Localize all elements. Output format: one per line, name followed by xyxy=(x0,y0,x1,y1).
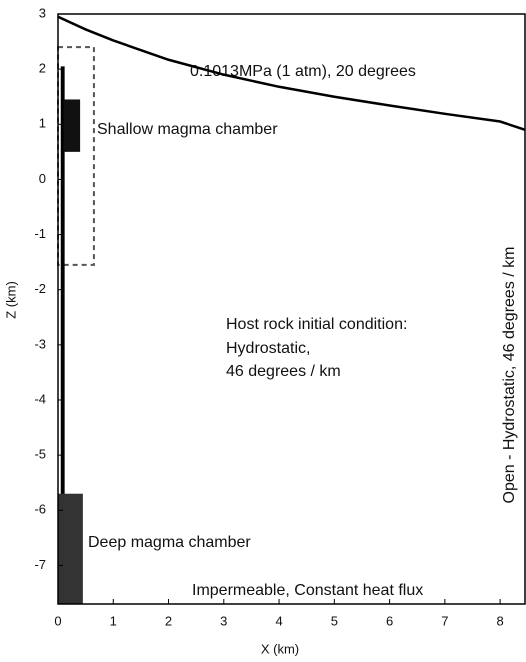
host-label: Host rock initial condition: xyxy=(226,316,407,333)
shallow-chamber xyxy=(63,99,81,152)
deep-chamber xyxy=(58,493,83,604)
x-tick-label: 1 xyxy=(110,613,117,628)
x-tick-label: 5 xyxy=(331,613,338,628)
y-tick-label: -1 xyxy=(34,226,46,241)
right-boundary-label: Open - Hydrostatic, 46 degrees / km xyxy=(501,247,518,504)
y-tick-label: -5 xyxy=(34,447,46,462)
y-tick-label: -7 xyxy=(34,557,46,572)
conduit xyxy=(60,66,65,604)
x-tick-label: 0 xyxy=(54,613,61,628)
y-tick-label: 1 xyxy=(39,116,46,131)
x-axis-label: X (km) xyxy=(261,641,299,656)
deep-chamber-label: Deep magma chamber xyxy=(88,534,251,551)
top-boundary-label: 0.1013MPa (1 atm), 20 degrees xyxy=(190,63,416,80)
y-axis-label: Z (km) xyxy=(3,281,18,319)
host-label: Hydrostatic, xyxy=(226,340,310,357)
x-tick-label: 3 xyxy=(220,613,227,628)
shallow-chamber-label: Shallow magma chamber xyxy=(97,121,278,138)
y-tick-label: -6 xyxy=(34,502,46,517)
host-label: 46 degrees / km xyxy=(226,363,341,380)
x-tick-label: 7 xyxy=(441,613,448,628)
y-tick-label: 0 xyxy=(39,171,46,186)
surface-line xyxy=(57,15,526,131)
x-tick-label: 2 xyxy=(165,613,172,628)
y-tick-label: 2 xyxy=(39,61,46,76)
y-tick-label: 3 xyxy=(39,5,46,20)
plot-frame xyxy=(57,13,526,605)
y-tick-label: -2 xyxy=(34,281,46,296)
x-tick-label: 6 xyxy=(386,613,393,628)
bottom-boundary-label: Impermeable, Constant heat flux xyxy=(192,582,423,599)
y-tick-label: -3 xyxy=(34,336,46,351)
x-tick-label: 8 xyxy=(497,613,504,628)
x-tick-label: 4 xyxy=(275,613,282,628)
y-tick-label: -4 xyxy=(34,391,46,406)
